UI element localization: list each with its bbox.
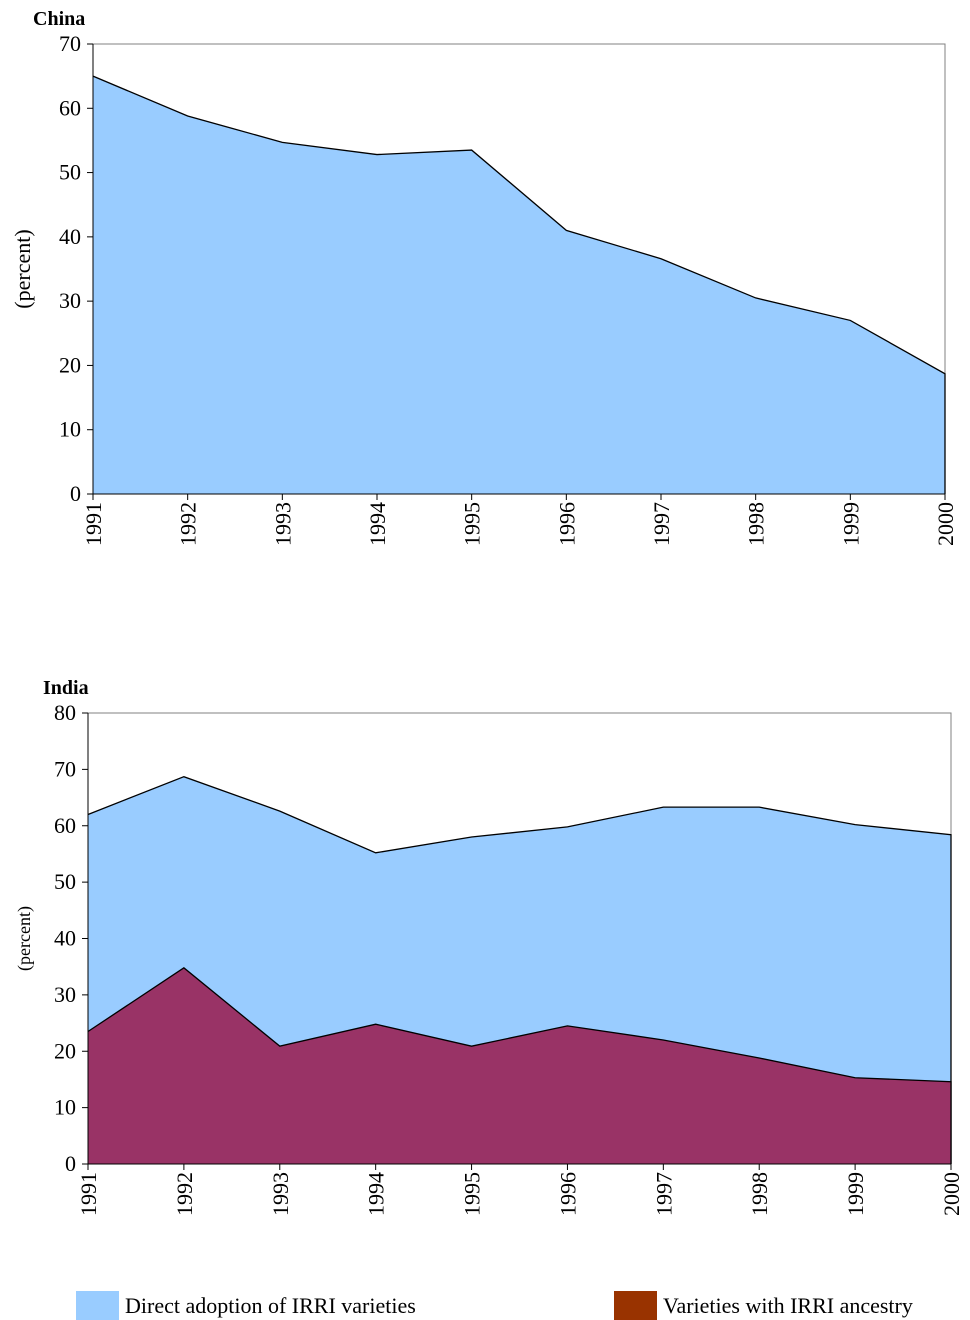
x-tick-label: 2000 bbox=[939, 1172, 964, 1216]
y-tick-label: 60 bbox=[54, 813, 76, 838]
x-tick-label: 1991 bbox=[76, 1172, 101, 1216]
x-tick-label: 1993 bbox=[268, 1172, 293, 1216]
x-tick-label: 1998 bbox=[747, 1172, 772, 1216]
x-tick-label: 1999 bbox=[843, 1172, 868, 1216]
x-tick-label: 1999 bbox=[838, 502, 863, 546]
x-tick-label: 1996 bbox=[555, 1172, 580, 1216]
y-tick-label: 50 bbox=[54, 869, 76, 894]
x-tick-label: 2000 bbox=[933, 502, 958, 546]
y-tick-label: 60 bbox=[59, 95, 81, 120]
x-tick-label: 1997 bbox=[651, 1172, 676, 1216]
y-tick-label: 40 bbox=[54, 926, 76, 951]
x-tick-label: 1994 bbox=[364, 1172, 389, 1216]
area-outline bbox=[87, 967, 952, 1164]
legend-swatch bbox=[76, 1291, 119, 1320]
chart-title: China bbox=[33, 8, 85, 30]
y-tick-label: 50 bbox=[59, 160, 81, 185]
legend-swatch bbox=[614, 1291, 657, 1320]
x-tick-label: 1993 bbox=[270, 502, 295, 546]
area bbox=[93, 76, 945, 495]
y-tick-label: 30 bbox=[59, 288, 81, 313]
y-axis-label: (percent) bbox=[14, 906, 35, 971]
y-tick-label: 0 bbox=[65, 1151, 76, 1176]
y-axis-label: (percent) bbox=[10, 229, 35, 308]
area-outline bbox=[87, 776, 952, 1164]
y-tick-label: 10 bbox=[59, 417, 81, 442]
x-tick-label: 1995 bbox=[460, 1172, 485, 1216]
y-tick-label: 10 bbox=[54, 1095, 76, 1120]
legend-label: Varieties with IRRI ancestry bbox=[663, 1293, 913, 1318]
x-tick-label: 1992 bbox=[176, 502, 201, 546]
x-tick-label: 1991 bbox=[81, 502, 106, 546]
y-tick-label: 80 bbox=[54, 700, 76, 725]
x-tick-label: 1992 bbox=[172, 1172, 197, 1216]
chart-title: India bbox=[43, 677, 89, 699]
x-tick-label: 1997 bbox=[649, 502, 674, 546]
y-tick-label: 40 bbox=[59, 224, 81, 249]
area-outline bbox=[92, 75, 946, 494]
y-tick-label: 70 bbox=[54, 756, 76, 781]
x-tick-label: 1998 bbox=[744, 502, 769, 546]
x-tick-label: 1996 bbox=[554, 502, 579, 546]
y-tick-label: 0 bbox=[70, 481, 81, 506]
y-tick-label: 30 bbox=[54, 982, 76, 1007]
x-tick-label: 1994 bbox=[365, 502, 390, 546]
legend-label: Direct adoption of IRRI varieties bbox=[125, 1293, 416, 1318]
y-tick-label: 20 bbox=[59, 352, 81, 377]
x-tick-label: 1995 bbox=[460, 502, 485, 546]
y-tick-label: 70 bbox=[59, 31, 81, 56]
y-tick-label: 20 bbox=[54, 1038, 76, 1063]
area bbox=[88, 967, 951, 1164]
